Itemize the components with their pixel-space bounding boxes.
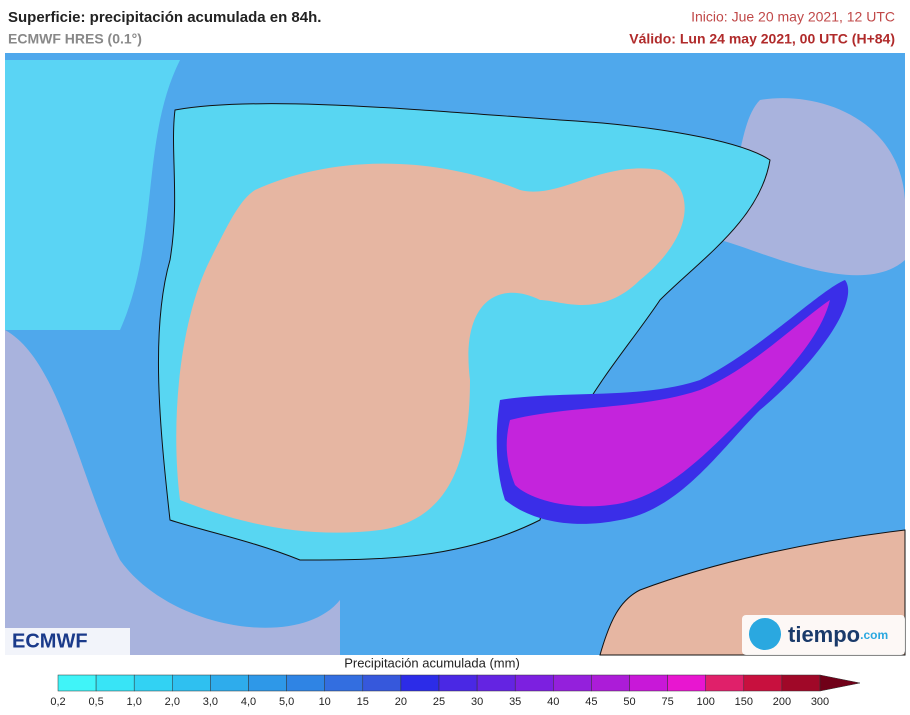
colorbar-label: 1,0 [127,696,142,708]
colorbar-label: 4,0 [241,696,256,708]
colorbar-segment [476,674,516,692]
colorbar-segment [514,674,554,692]
valid-time: Válido: Lun 24 may 2021, 00 UTC (H+84) [629,31,895,47]
tiempo-suffix: .com [860,628,888,642]
very-heavy-rain [506,300,830,507]
tiempo-main: tiempo [788,622,860,647]
colorbar-segment [362,674,402,692]
colorbar-label: 100 [697,696,715,708]
colorbar-label: 20 [395,696,407,708]
colorbar-segment [553,674,592,692]
colorbar-segment [629,674,668,692]
header: Superficie: precipitación acumulada en 8… [8,9,895,47]
colorbar-segment [400,674,440,692]
colorbar-segment [286,674,325,692]
colorbar-segment [591,674,630,692]
colorbar-label: 45 [585,696,597,708]
colorbar-label: 2,0 [165,696,180,708]
colorbar-segment [667,674,706,692]
colorbar-label: 35 [509,696,521,708]
colorbar-segment [438,674,478,692]
tiempo-icon [749,618,781,650]
tiempo-logo-bg [742,615,905,655]
colorbar-label: 30 [471,696,483,708]
ecmwf-logo-bg [5,628,130,655]
colorbar-label: 5,0 [279,696,294,708]
dry-land [176,163,685,533]
colorbar-label: 0,5 [88,696,103,708]
colorbar-segment [781,674,821,692]
colorbar-label: 75 [661,696,673,708]
colorbar-segment [57,674,97,692]
colorbar-label: 300 [811,696,829,708]
mediterranean [720,98,905,276]
init-time: Inicio: Jue 20 may 2021, 12 UTC [691,9,895,25]
colorbar-segment [324,674,364,692]
colorbar-segment [95,674,135,692]
colorbar-label: 40 [547,696,559,708]
colorbar-segment [248,674,287,692]
subtitle: ECMWF HRES (0.1°) [8,31,142,47]
tiempo-logo: tiempo.com [788,622,888,647]
ecmwf-logo: ECMWF [12,630,88,652]
colorbar-segment [743,674,783,692]
colorbar-segment [210,674,249,692]
colorbar-label: 10 [319,696,331,708]
colorbar-arrow [819,674,861,692]
colorbar-segment [133,674,173,692]
legend-title: Precipitación acumulada (mm) [344,655,520,670]
colorbar-label: 150 [735,696,753,708]
atlantic-rain [5,60,180,330]
colorbar-label: 200 [773,696,791,708]
colorbar-label: 50 [623,696,635,708]
title: Superficie: precipitación acumulada en 8… [8,9,321,26]
colorbar: 0,2 0,5 1,0 2,0 3,0 4,0 5,0 10 15 20 25 30 35 40 45 50 7… [50,674,861,708]
ocean [5,330,340,655]
colorbar-label: 3,0 [203,696,218,708]
colorbar-label: 25 [433,696,445,708]
map: ECMWF tiempo.com [5,53,906,656]
colorbar-segment [705,674,745,692]
colorbar-label: 15 [357,696,369,708]
colorbar-segment [172,674,211,692]
colorbar-label: 0,2 [50,696,65,708]
